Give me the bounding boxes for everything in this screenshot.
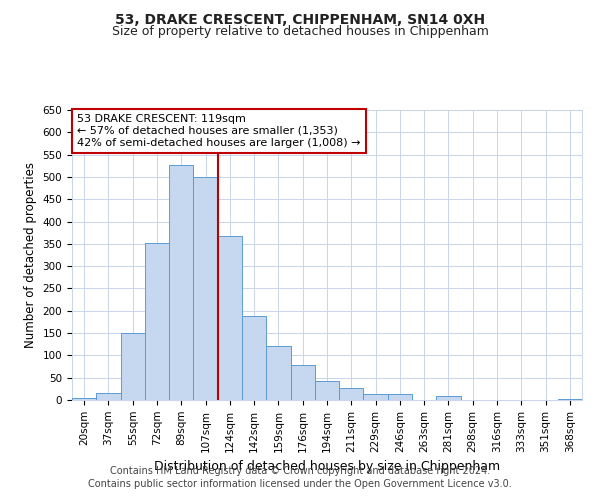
Bar: [558, 399, 582, 400]
Text: 53 DRAKE CRESCENT: 119sqm
← 57% of detached houses are smaller (1,353)
42% of se: 53 DRAKE CRESCENT: 119sqm ← 57% of detac…: [77, 114, 361, 148]
X-axis label: Distribution of detached houses by size in Chippenham: Distribution of detached houses by size …: [154, 460, 500, 473]
Text: 53, DRAKE CRESCENT, CHIPPENHAM, SN14 0XH: 53, DRAKE CRESCENT, CHIPPENHAM, SN14 0XH: [115, 12, 485, 26]
Bar: [436, 396, 461, 400]
Bar: [339, 388, 364, 400]
Bar: [364, 394, 388, 400]
Bar: [218, 236, 242, 400]
Bar: [388, 394, 412, 400]
Text: Contains public sector information licensed under the Open Government Licence v3: Contains public sector information licen…: [88, 479, 512, 489]
Bar: [242, 316, 266, 400]
Y-axis label: Number of detached properties: Number of detached properties: [24, 162, 37, 348]
Bar: [290, 365, 315, 400]
Text: Contains HM Land Registry data © Crown copyright and database right 2024.: Contains HM Land Registry data © Crown c…: [110, 466, 490, 476]
Bar: [193, 177, 218, 400]
Bar: [315, 382, 339, 400]
Text: Size of property relative to detached houses in Chippenham: Size of property relative to detached ho…: [112, 25, 488, 38]
Bar: [266, 346, 290, 400]
Bar: [145, 242, 169, 400]
Bar: [96, 394, 121, 400]
Bar: [72, 398, 96, 400]
Bar: [169, 165, 193, 400]
Bar: [121, 333, 145, 400]
